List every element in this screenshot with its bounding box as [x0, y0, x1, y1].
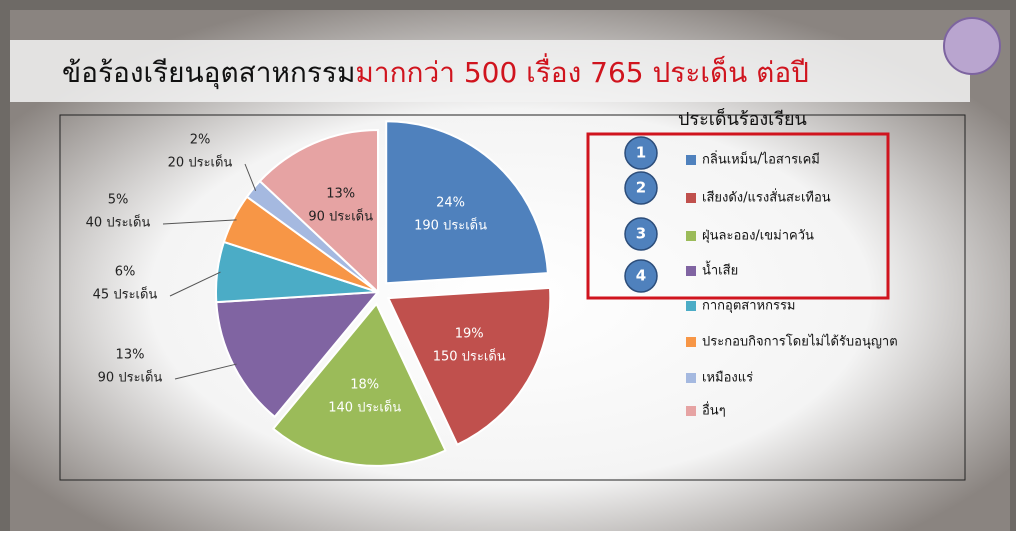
badge-label: 4	[636, 267, 646, 285]
legend-label: เสียงดัง/แรงสั่นสะเทือน	[702, 189, 831, 206]
legend-label: กากอุตสาหกรรม	[702, 299, 796, 314]
legend-swatch	[686, 406, 696, 416]
badge-label: 2	[636, 179, 646, 197]
legend-label: อื่นๆ	[702, 402, 726, 419]
value-label: 6%	[115, 265, 136, 280]
leader-line	[169, 271, 221, 297]
value-label: 13%	[116, 348, 145, 363]
legend-swatch	[686, 155, 696, 165]
pie-slice	[258, 128, 379, 295]
badge-label: 1	[636, 144, 646, 162]
count-label: 45 ประเด็น	[93, 285, 158, 303]
pie-slice	[271, 302, 447, 467]
value-label: 19%	[455, 326, 484, 341]
badge	[624, 136, 658, 170]
legend: กลิ่นเหม็น/ไอสารเคมีเสียงดัง/แรงสั่นสะเท…	[624, 136, 898, 419]
title-highlight: มากกว่า 500 เรื่อง 765 ประเด็น ต่อปี	[355, 53, 809, 89]
value-label: 5%	[108, 193, 129, 208]
value-label: 13%	[326, 186, 355, 201]
badge	[624, 171, 658, 205]
value-label: 2%	[190, 133, 211, 148]
legend-title: ประเด็นร้องเรียน	[678, 107, 807, 130]
leader-line	[162, 219, 237, 225]
leader-line	[174, 363, 237, 380]
legend-label: ฝุ่นละออง/เขม่าควัน	[702, 229, 814, 244]
count-label: 90 ประเด็น	[98, 368, 163, 386]
count-label: 140 ประเด็น	[328, 398, 401, 416]
highlight-box	[586, 132, 890, 300]
badge-label: 3	[636, 225, 646, 243]
legend-swatch	[686, 231, 696, 241]
pie-slice	[215, 290, 381, 419]
legend-label: ประกอบกิจการโดยไม่ได้รับอนุญาต	[702, 334, 898, 350]
badge	[624, 259, 658, 293]
pie-slice	[386, 286, 552, 447]
leader-line	[244, 163, 257, 191]
count-label: 20 ประเด็น	[168, 153, 233, 171]
badge	[624, 217, 658, 251]
frame	[59, 114, 966, 481]
pie-slice	[385, 120, 549, 285]
legend-label: กลิ่นเหม็น/ไอสารเคมี	[702, 150, 820, 168]
chart-title: ข้อร้องเรียนอุตสาหกรรมมากกว่า 500 เรื่อง…	[62, 53, 809, 90]
legend-swatch	[686, 193, 696, 203]
legend-swatch	[686, 266, 696, 276]
legend-label: น้ำเสีย	[702, 261, 738, 279]
count-label: 190 ประเด็น	[414, 215, 487, 233]
pie: 24% 190 ประเด็น 19% 150 ประเด็น 18% 140 ประเด…	[86, 120, 552, 467]
value-label: 24%	[436, 195, 465, 210]
legend-swatch	[686, 337, 696, 347]
logo	[943, 17, 1001, 75]
value-label: 18%	[350, 378, 379, 393]
legend-swatch	[686, 373, 696, 383]
legend-label: เหมืองแร่	[702, 370, 753, 386]
count-label: 150 ประเด็น	[433, 346, 506, 364]
title-band	[10, 40, 970, 102]
legend-swatch	[686, 301, 696, 311]
title-main: ข้อร้องเรียนอุตสาหกรรม	[62, 56, 355, 90]
count-label: 90 ประเด็น	[308, 206, 373, 224]
count-label: 40 ประเด็น	[86, 213, 151, 231]
